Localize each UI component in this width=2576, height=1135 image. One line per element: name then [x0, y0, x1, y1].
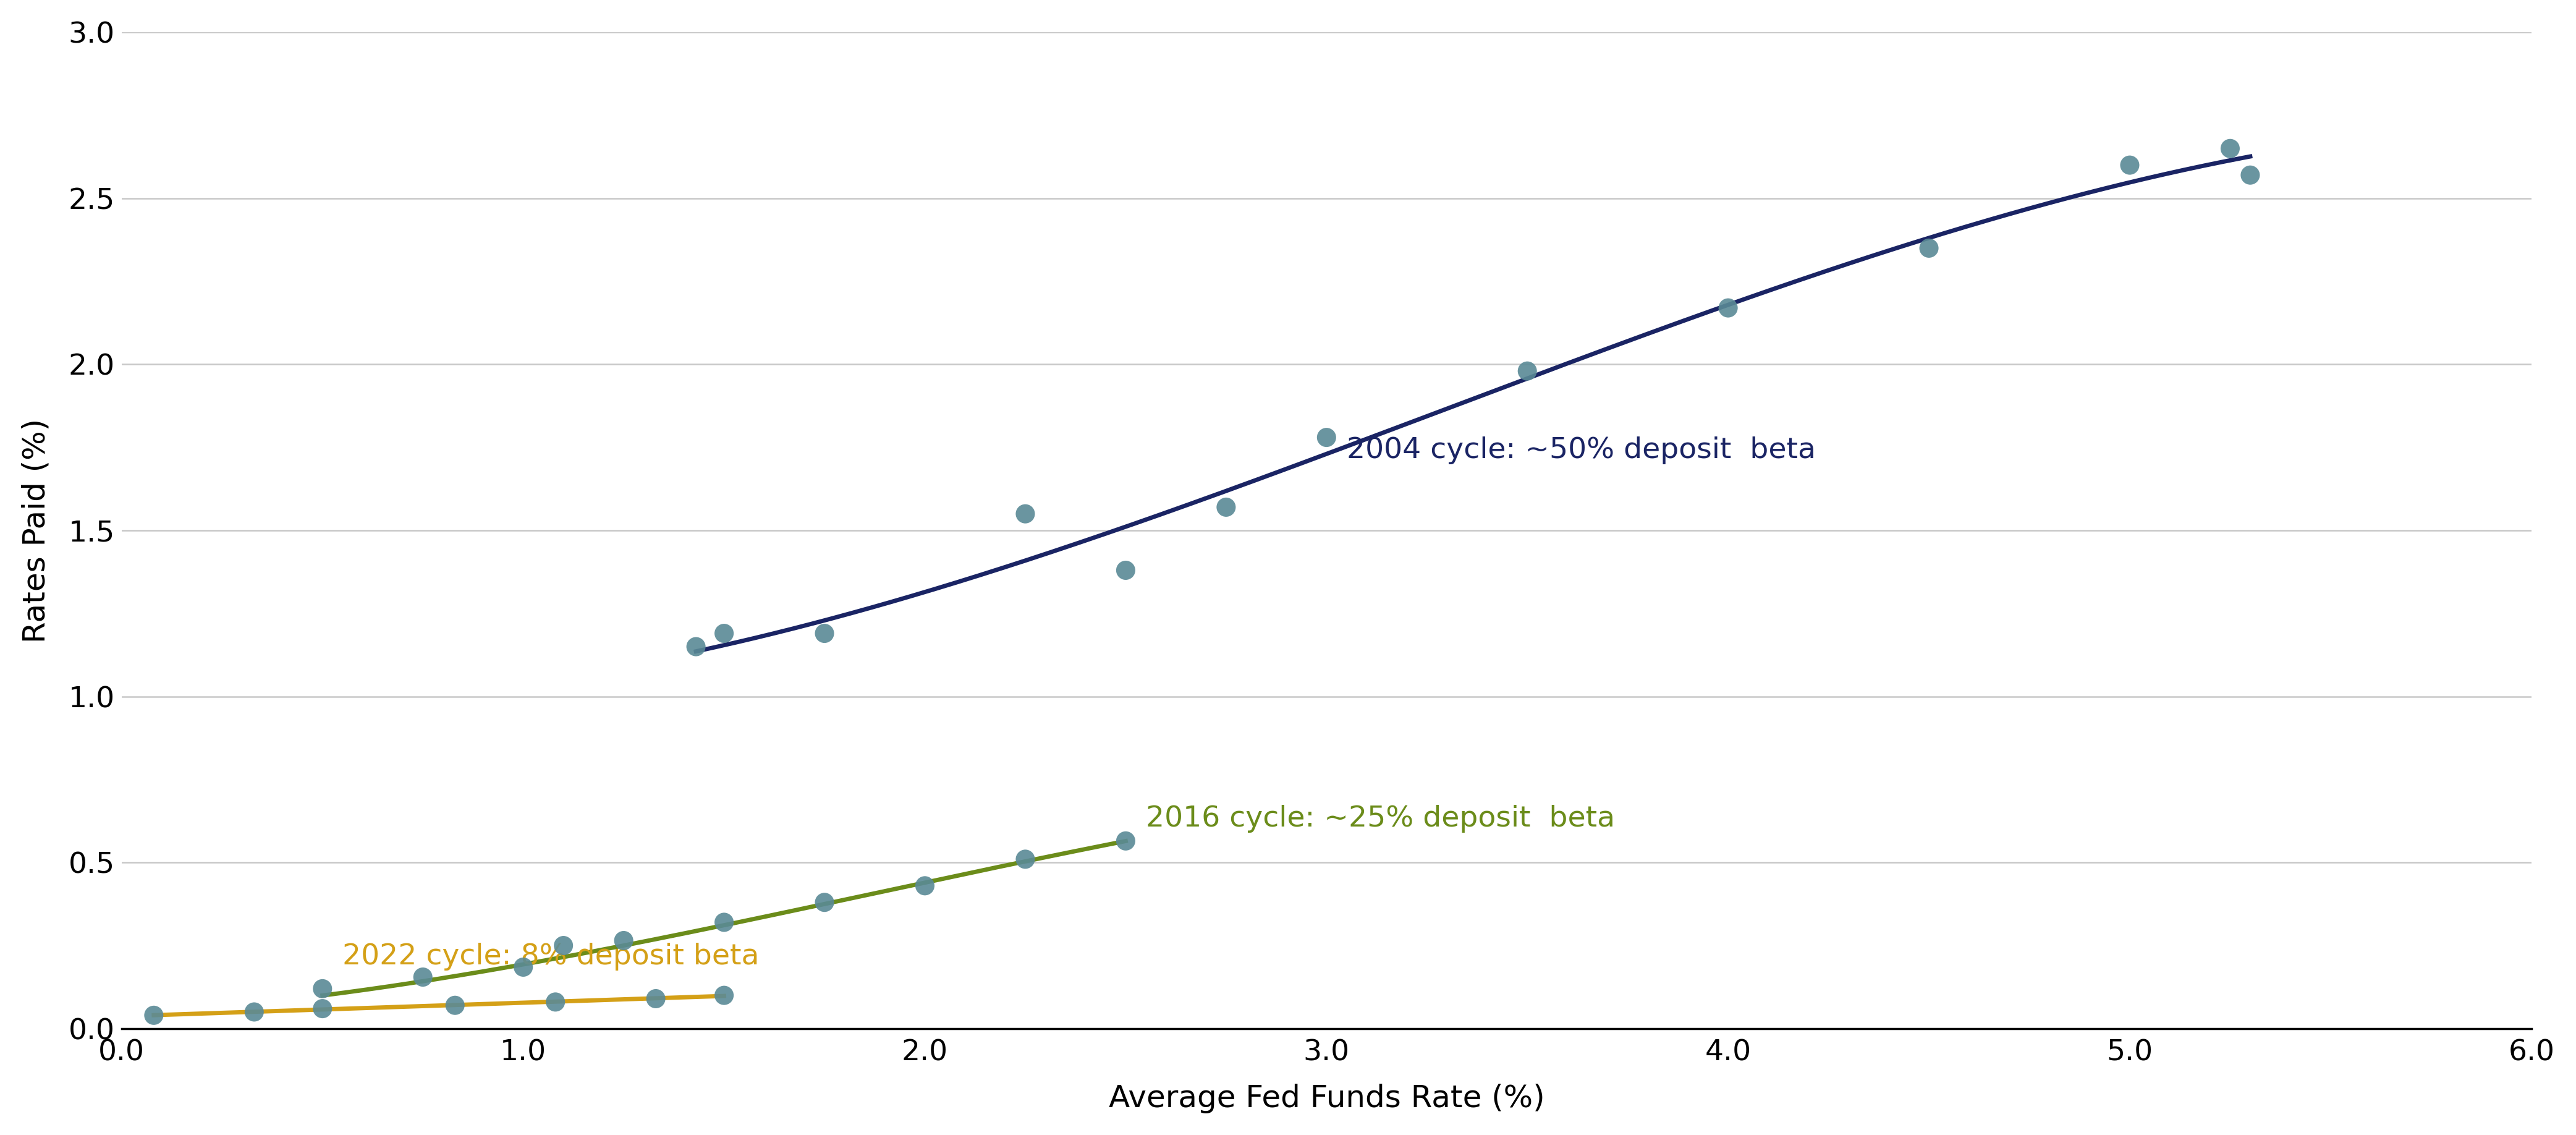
Point — [1708, 299, 1749, 317]
Point — [804, 624, 845, 642]
Point — [703, 914, 744, 932]
X-axis label: Average Fed Funds Rate (%): Average Fed Funds Rate (%) — [1108, 1084, 1546, 1113]
Text: 2022 cycle: 8% deposit beta: 2022 cycle: 8% deposit beta — [343, 943, 760, 970]
Point — [1005, 850, 1046, 868]
Point — [234, 1003, 276, 1022]
Point — [134, 1007, 175, 1025]
Point — [544, 936, 585, 955]
Point — [301, 1000, 343, 1018]
Y-axis label: Rates Paid (%): Rates Paid (%) — [21, 418, 52, 642]
Point — [2231, 166, 2272, 184]
Point — [301, 980, 343, 998]
Point — [1105, 561, 1146, 579]
Point — [904, 876, 945, 894]
Point — [1105, 832, 1146, 850]
Point — [675, 638, 716, 656]
Point — [703, 624, 744, 642]
Text: 2004 cycle: ~50% deposit  beta: 2004 cycle: ~50% deposit beta — [1347, 436, 1816, 464]
Point — [435, 997, 477, 1015]
Point — [2210, 140, 2251, 158]
Point — [2110, 155, 2151, 174]
Text: 2016 cycle: ~25% deposit  beta: 2016 cycle: ~25% deposit beta — [1146, 805, 1615, 833]
Point — [1206, 498, 1247, 516]
Point — [603, 932, 644, 950]
Point — [1005, 505, 1046, 523]
Point — [536, 993, 577, 1011]
Point — [1909, 239, 1950, 258]
Point — [703, 986, 744, 1004]
Point — [502, 958, 544, 976]
Point — [1507, 362, 1548, 380]
Point — [804, 893, 845, 911]
Point — [636, 990, 677, 1008]
Point — [402, 968, 443, 986]
Point — [1306, 428, 1347, 446]
